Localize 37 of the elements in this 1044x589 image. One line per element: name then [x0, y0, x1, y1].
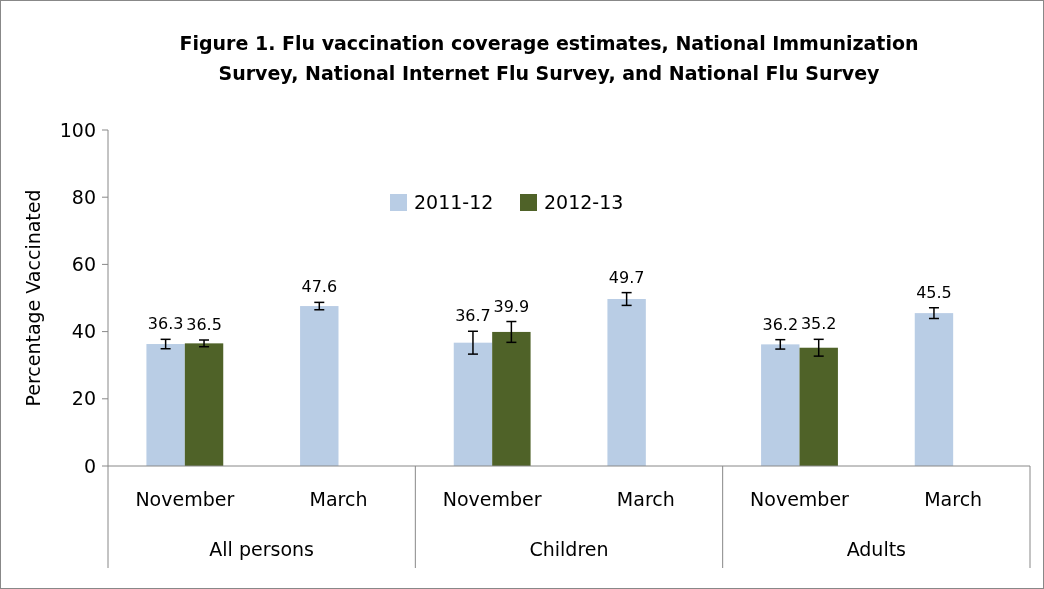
- bar: [453, 342, 493, 466]
- x-tick-label: November: [750, 488, 850, 510]
- data-label: 39.9: [493, 296, 530, 316]
- bar: [492, 331, 531, 466]
- data-label: 35.2: [800, 314, 837, 334]
- y-tick-label: 80: [71, 185, 96, 208]
- legend-label: 2011-12: [414, 190, 494, 213]
- legend-label: 2012-13: [544, 190, 624, 213]
- x-tick-label: November: [442, 488, 542, 510]
- data-label: 36.3: [147, 314, 184, 334]
- bar: [184, 343, 224, 466]
- data-label: 49.7: [608, 267, 645, 287]
- y-tick-label: 40: [71, 320, 96, 343]
- data-label: 36.5: [186, 315, 222, 334]
- text: Children: [529, 538, 609, 560]
- x-tick-label: March: [309, 488, 368, 510]
- bar: [761, 344, 800, 466]
- y-tick-label: 20: [71, 387, 96, 410]
- bar: [607, 299, 646, 466]
- bar: [146, 344, 185, 466]
- data-label: 36.7: [455, 306, 491, 326]
- x-tick-label: March: [616, 488, 675, 510]
- chart-title: Figure 1. Flu vaccination coverage estimates, National Immunization Survey, National Internet Flu Survey, and National Flu Survey: [179, 32, 919, 84]
- bar: [914, 313, 954, 466]
- x-tick-label: November: [135, 488, 235, 510]
- data-label: 47.6: [301, 277, 338, 297]
- x-tick-label: March: [924, 488, 983, 510]
- data-label: 45.5: [916, 282, 952, 302]
- y-tick-label: 100: [59, 118, 96, 141]
- bar: [799, 347, 838, 466]
- data-label: 36.2: [762, 314, 799, 334]
- y-tick-label: 60: [71, 253, 96, 276]
- text: All persons: [209, 538, 314, 560]
- y-axis-title: Percentage Vaccinated: [22, 189, 44, 407]
- bar: [300, 306, 339, 466]
- y-tick-label: 0: [83, 454, 96, 477]
- text: Adults: [846, 538, 907, 560]
